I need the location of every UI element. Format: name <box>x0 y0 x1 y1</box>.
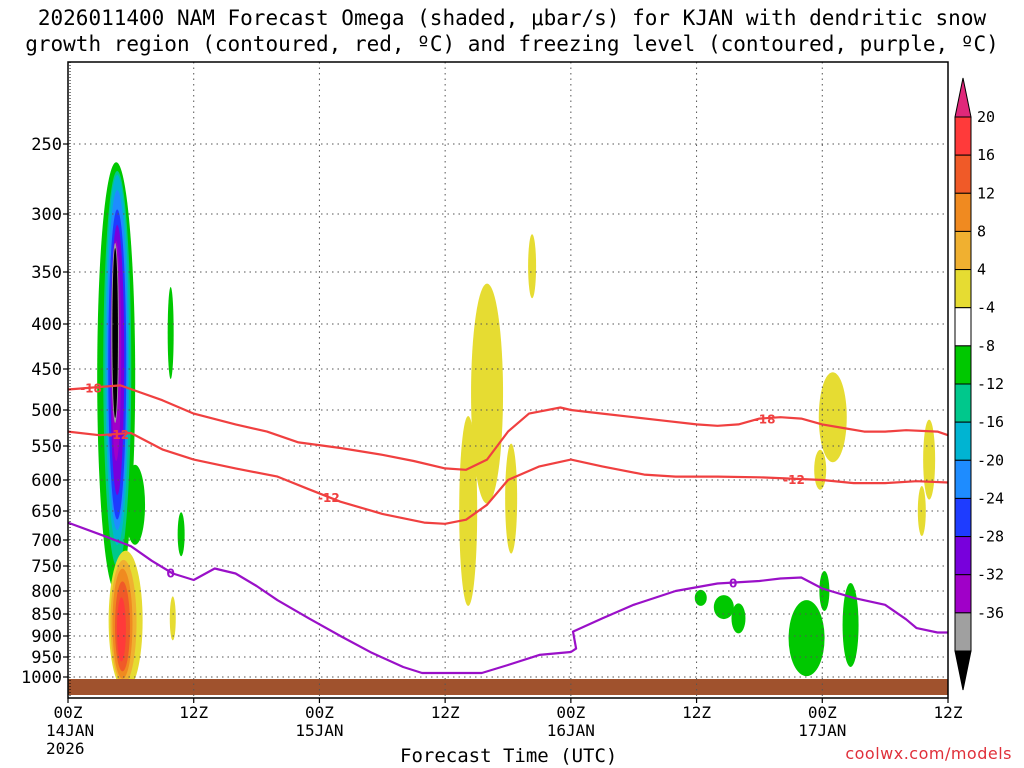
colorbar-label: 4 <box>977 261 986 279</box>
y-tick-label: 950 <box>31 648 62 668</box>
x-tick-label: 00Z <box>808 703 837 722</box>
x-tick-label: 12Z <box>179 703 208 722</box>
contour-line--18 <box>67 384 949 471</box>
chart-title-line-1: 2026011400 NAM Forecast Omega (shaded, μ… <box>37 6 987 30</box>
credit-link[interactable]: coolwx.com/models <box>845 744 1012 763</box>
colorbar-label: -28 <box>977 528 1004 546</box>
colorbar-swatch <box>954 269 972 309</box>
x-tick-label: 15JAN <box>295 721 343 740</box>
colorbar-swatch <box>954 307 972 347</box>
omega-area-neg4-small-8 <box>842 583 859 667</box>
x-tick-label: 00Z <box>305 703 334 722</box>
x-tick-label: 00Z <box>556 703 585 722</box>
plot-frame <box>67 61 949 699</box>
omega-area-neg4-small-5 <box>731 603 746 634</box>
x-tick-label: 14JAN <box>46 721 94 740</box>
omega-area-neg4-small-6 <box>788 600 825 677</box>
chart-title-line-2: growth region (contoured, red, ºC) and f… <box>25 32 999 56</box>
omega-area-neg4-small-1 <box>167 287 174 379</box>
colorbar-top-arrow <box>954 77 972 118</box>
colorbar-swatch <box>954 192 972 232</box>
y-tick-label: 850 <box>31 605 62 625</box>
omega-area-pos4-band-side <box>505 443 518 554</box>
contour-label--18: -18 <box>754 412 776 426</box>
colorbar-swatch <box>954 345 972 385</box>
y-tick-label: 450 <box>31 360 62 380</box>
colorbar-swatch <box>954 154 972 194</box>
colorbar-label: 20 <box>977 108 995 126</box>
x-tick-label: 12Z <box>431 703 460 722</box>
contour-label-0: 0 <box>729 577 737 591</box>
plot-area <box>68 62 948 698</box>
y-tick-label: 800 <box>31 582 62 602</box>
y-tick-label: 750 <box>31 557 62 577</box>
omega-area-pos4-small-2 <box>528 234 537 299</box>
colorbar-label: -4 <box>977 299 995 317</box>
x-axis-label: Forecast Time (UTC) <box>400 745 618 767</box>
colorbar-label: -32 <box>977 566 1004 584</box>
y-tick-label: 1000 <box>21 668 62 688</box>
colorbar-swatch <box>954 459 972 499</box>
y-tick-label: 900 <box>31 627 62 647</box>
colorbar-label: 12 <box>977 184 995 202</box>
colorbar-swatch <box>954 421 972 461</box>
y-tick-label: 400 <box>31 315 62 335</box>
x-tick-label: 17JAN <box>798 721 846 740</box>
colorbar-label: -36 <box>977 604 1004 622</box>
x-tick-label: 2026 <box>46 739 85 758</box>
colorbar-label: -20 <box>977 451 1004 469</box>
contour-label-0: 0 <box>166 566 174 580</box>
y-tick-label: 650 <box>31 502 62 522</box>
colorbar-label: 8 <box>977 222 986 240</box>
y-tick-label: 250 <box>31 135 62 155</box>
x-tick-label: 12Z <box>934 703 963 722</box>
colorbar-label: -16 <box>977 413 1004 431</box>
omega-area-pos4-right-2 <box>814 449 827 490</box>
x-tick-label: 00Z <box>54 703 83 722</box>
colorbar-swatch <box>954 536 972 576</box>
colorbar-label: -12 <box>977 375 1004 393</box>
omega-area-pos4-right-1 <box>818 372 847 463</box>
omega-area-neg4-small-4 <box>713 595 734 620</box>
contour-label--18: -18 <box>80 382 102 396</box>
x-tick-label: 16JAN <box>547 721 595 740</box>
omega-area-pos4-small-1 <box>169 596 176 641</box>
y-tick-label: 500 <box>31 401 62 421</box>
colorbar-bottom-arrow <box>954 650 972 691</box>
y-tick-label: 300 <box>31 205 62 225</box>
colorbar-swatch <box>954 383 972 423</box>
x-tick-label: 12Z <box>682 703 711 722</box>
colorbar-swatch <box>954 497 972 538</box>
colorbar-swatch <box>954 230 972 271</box>
colorbar-swatch <box>954 116 972 156</box>
contour-label--12: -12 <box>107 428 129 442</box>
y-tick-label: 350 <box>31 263 62 283</box>
omega-area-neg4-small-3 <box>694 589 707 606</box>
y-tick-label: 600 <box>31 471 62 491</box>
colorbar-label: -24 <box>977 489 1004 507</box>
contour-line--12 <box>67 430 949 525</box>
terrain-surface <box>68 679 948 695</box>
y-tick-label: 550 <box>31 437 62 457</box>
colorbar-label: -8 <box>977 337 995 355</box>
contour-line-0 <box>67 521 948 675</box>
contour-label--12: -12 <box>318 491 340 505</box>
colorbar-swatch <box>954 574 972 614</box>
omega-area-20 <box>116 597 126 662</box>
y-tick-label: 700 <box>31 531 62 551</box>
omega-area-neg4-small-2 <box>177 512 185 557</box>
colorbar-label: 16 <box>977 146 995 164</box>
contour-label--12: -12 <box>783 473 805 487</box>
omega-area-neg4-lower <box>125 464 146 545</box>
omega-area-pos4-band-lower <box>459 416 478 606</box>
omega-area--36 <box>112 248 118 418</box>
colorbar-swatch <box>954 612 972 652</box>
